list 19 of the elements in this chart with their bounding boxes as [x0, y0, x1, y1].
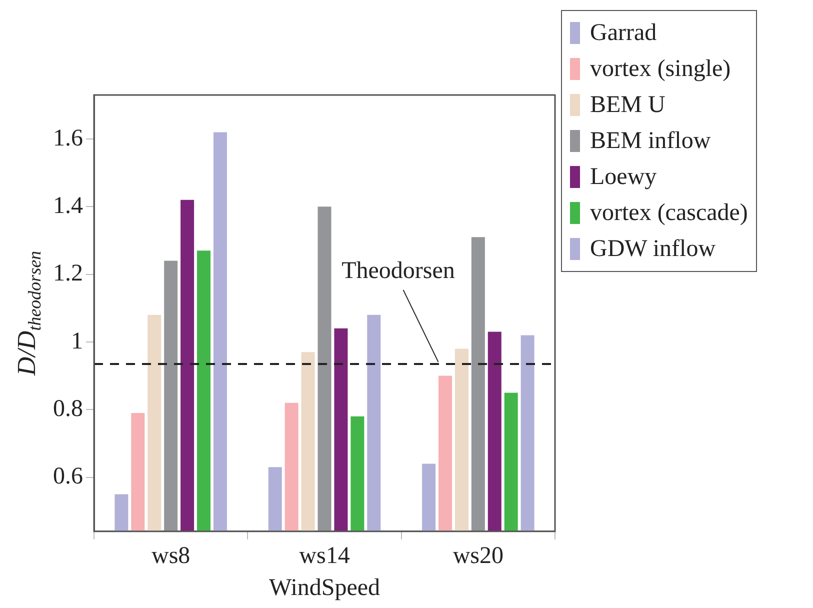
legend-label: BEM inflow	[590, 128, 712, 154]
y-tick-label: 0.6	[53, 464, 83, 490]
y-axis-title: D/Dtheodorsen	[12, 250, 45, 377]
legend-label: vortex (cascade)	[590, 200, 748, 226]
legend-label: BEM U	[590, 92, 666, 118]
ref-line-label: Theodorsen	[342, 258, 455, 284]
legend-label: Garrad	[590, 20, 658, 46]
y-tick-label: 1	[71, 328, 83, 354]
x-tick-label: ws20	[452, 543, 504, 570]
x-tick-label: ws14	[299, 543, 350, 570]
y-tick-label: 1.2	[53, 260, 83, 287]
y-tick-label: 1.6	[53, 125, 83, 152]
y-tick-label: 1.4	[53, 192, 83, 219]
legend-label: vortex (single)	[590, 56, 732, 82]
x-axis-title: WindSpeed	[268, 574, 380, 601]
legend-label: GDW inflow	[590, 236, 717, 262]
y-tick-label: 0.8	[53, 396, 83, 422]
x-tick-label: ws8	[151, 543, 190, 570]
legend-label: Loewy	[590, 164, 658, 190]
